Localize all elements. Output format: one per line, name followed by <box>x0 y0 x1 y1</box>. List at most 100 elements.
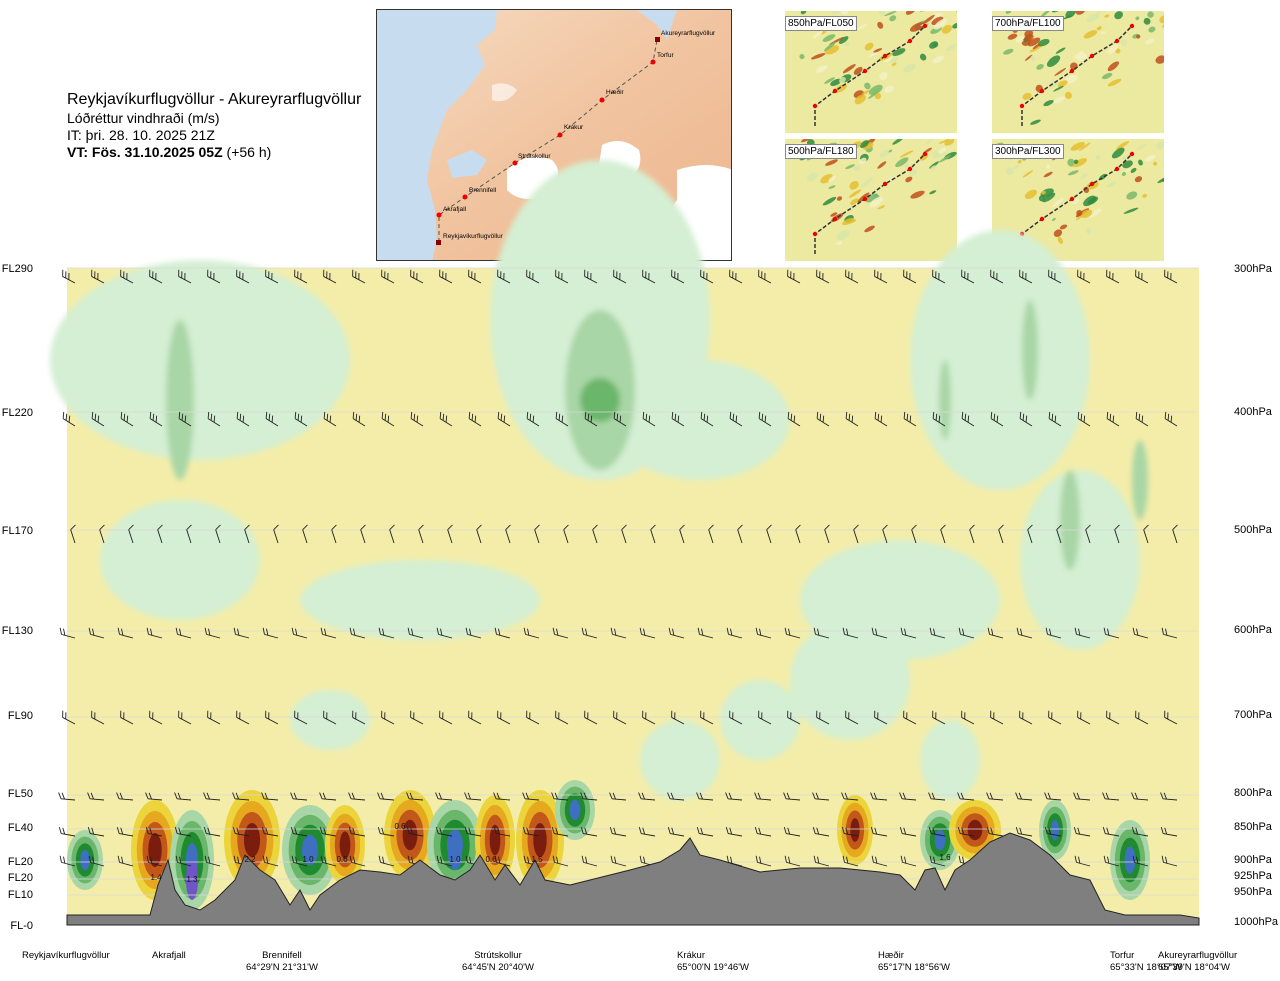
barb-flag <box>554 792 558 800</box>
fl-label: FL130 <box>1 625 33 637</box>
downdraft-ring <box>80 849 90 871</box>
barb-flag <box>699 792 703 800</box>
barb-shaft <box>989 633 1004 639</box>
waypoint-akrafjall <box>436 212 442 218</box>
barb-shaft <box>61 861 76 867</box>
barb-flag <box>906 413 909 421</box>
wind-barb <box>534 524 540 544</box>
waypoint-brennifell <box>462 194 468 200</box>
barb-flag <box>583 792 587 800</box>
valid-offset: (+56 h) <box>226 144 272 160</box>
wind-barb <box>870 792 888 801</box>
barb-flag <box>875 856 878 864</box>
wind-barb <box>957 827 975 837</box>
barb-shaft <box>264 833 279 837</box>
minimap-blob <box>1005 11 1012 14</box>
fl-label: FL290 <box>1 263 33 275</box>
barb-flag <box>445 272 447 280</box>
wind-barb <box>381 710 395 725</box>
minimap-waypoint <box>862 196 868 202</box>
minimap-waypoint <box>1039 88 1045 94</box>
minimap-blob <box>810 52 826 60</box>
barb-flag <box>880 272 882 280</box>
barb-flag <box>730 856 733 864</box>
minimap-blob <box>824 77 835 84</box>
barb-flag <box>62 269 64 277</box>
wind-barb <box>874 269 888 284</box>
barb-flag <box>505 524 511 531</box>
wind-barb <box>62 411 76 427</box>
barb-shaft <box>206 633 221 639</box>
barb-flag <box>609 827 613 834</box>
minimap-waypoint <box>832 88 838 94</box>
barb-shaft <box>1163 798 1178 801</box>
minimap-blob <box>1073 159 1079 165</box>
barb-flag <box>996 415 999 423</box>
minimap-blob <box>1030 55 1036 61</box>
barb-flag <box>1135 269 1137 277</box>
minimap-blob <box>1104 14 1110 18</box>
barb-flag <box>556 856 559 864</box>
barb-shaft <box>989 833 1004 837</box>
barb-flag <box>291 855 294 863</box>
wind-barb <box>323 411 337 427</box>
barb-shaft <box>902 633 917 639</box>
barb-flag <box>97 415 100 423</box>
wind-barb <box>468 710 482 725</box>
barb-shaft <box>206 798 221 801</box>
barb-flag <box>1164 827 1168 835</box>
barb-flag <box>297 413 300 421</box>
wind-barb <box>1132 855 1149 867</box>
barb-flag <box>875 628 878 636</box>
wind-barb <box>291 627 308 639</box>
wind-barb <box>381 411 395 427</box>
minimap-500: 500hPa/FL180 <box>785 139 957 261</box>
wind-barb <box>320 627 337 639</box>
minimap-blob <box>1153 161 1158 166</box>
barb-shaft <box>119 633 134 639</box>
barb-flag <box>500 271 502 279</box>
wind-barb <box>932 411 946 427</box>
blob-value-label: 0.6 <box>485 855 497 864</box>
wind-barb <box>787 411 801 427</box>
barb-shaft <box>99 529 105 544</box>
minimap-blob <box>1123 207 1139 214</box>
barb-flag <box>701 628 704 636</box>
barb-flag <box>846 856 849 864</box>
barb-shaft <box>409 633 424 639</box>
barb-shaft <box>467 798 482 801</box>
barb-flag <box>788 628 791 636</box>
barb-flag <box>88 855 91 863</box>
barb-flag <box>986 792 990 799</box>
barb-flag <box>120 411 123 419</box>
barb-shaft <box>786 633 801 639</box>
barb-flag <box>584 827 588 835</box>
barb-flag <box>469 856 472 864</box>
barb-flag <box>671 411 674 419</box>
barb-shaft <box>409 798 424 801</box>
barb-flag <box>1054 415 1057 423</box>
minimap-blob <box>822 196 837 206</box>
minimap-blob <box>828 185 836 189</box>
barb-flag <box>1048 411 1051 419</box>
barb-flag <box>117 855 120 863</box>
barb-flag <box>324 856 327 864</box>
wind-barb <box>1016 627 1033 639</box>
wind-barbs <box>58 269 1178 867</box>
barb-flag <box>933 856 936 864</box>
minimap-waypoint <box>862 68 868 74</box>
barb-flag <box>439 269 441 277</box>
minimap-blob <box>807 172 818 182</box>
barb-flag <box>323 269 325 277</box>
updraft-ring <box>489 824 501 856</box>
barb-flag <box>790 271 792 279</box>
barb-flag <box>120 269 122 277</box>
barb-flag <box>996 272 998 280</box>
minimap-blob <box>828 175 836 183</box>
wind-barb <box>613 411 627 427</box>
barb-flag <box>389 524 395 531</box>
barb-flag <box>822 415 825 423</box>
minimap-blob <box>932 55 945 64</box>
barb-flag <box>149 269 151 277</box>
barb-shaft <box>583 633 598 639</box>
